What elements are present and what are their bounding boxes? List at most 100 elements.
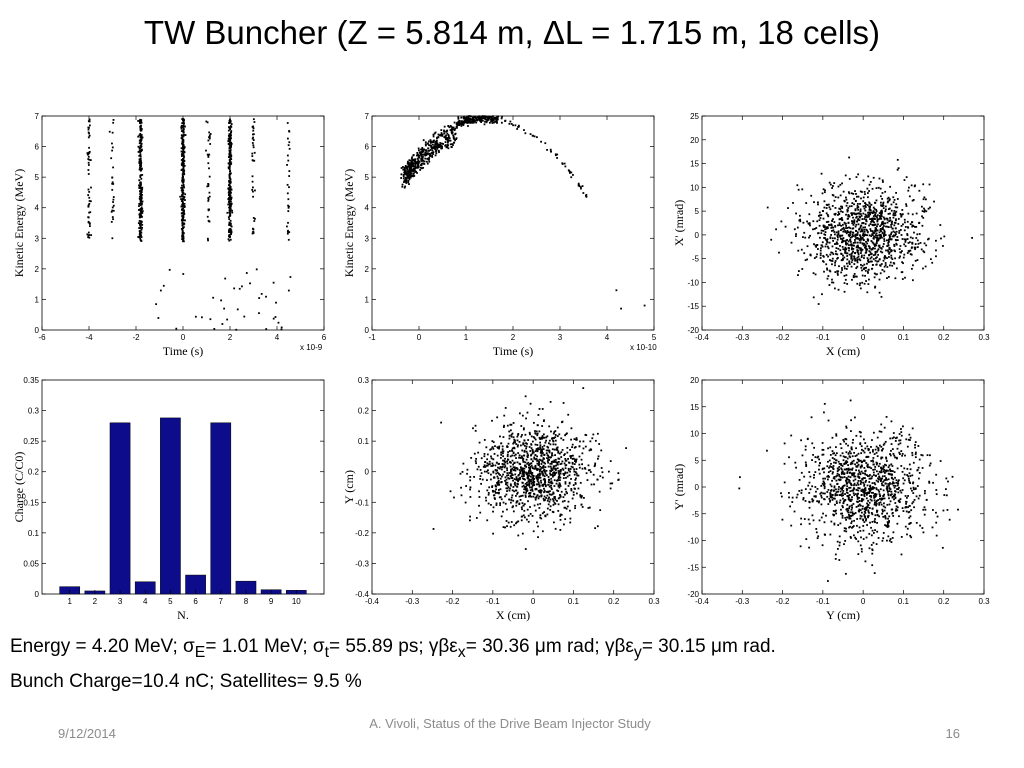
scatter-point [87,231,90,234]
scatter-point [549,462,552,465]
scatter-point [87,158,90,160]
scatter-point [182,181,185,184]
scatter-point [892,216,895,219]
scatter-point [831,219,834,222]
scatter-point [872,431,875,434]
scatter-point [881,456,884,459]
scatter-point [87,169,90,171]
scatter-point [914,446,916,449]
scatter-point [557,450,560,453]
scatter-point [138,160,141,163]
scatter-point [233,287,236,290]
scatter-point [592,433,595,436]
scatter-point [549,505,552,508]
scatter-point [435,141,438,144]
scatter-point [417,156,420,159]
scatter-point [912,225,915,227]
scatter-point [826,238,829,241]
scatter-point [429,144,432,147]
scatter-point [537,478,539,481]
scatter-point [911,241,914,244]
scatter-point [138,187,141,189]
scatter-point [530,480,533,483]
scatter-point [491,120,493,123]
scatter-point [526,481,528,484]
scatter-point [520,467,523,470]
scatter-point [589,440,592,443]
scatter-point [182,185,185,187]
scatter-point [553,437,555,439]
scatter-point [538,495,541,498]
scatter-point [539,469,542,471]
scatter-point [514,124,517,127]
scatter-point [140,231,143,234]
scatter-point [412,154,415,157]
scatter-point [138,209,140,211]
scatter-point [585,434,588,437]
scatter-point [878,444,881,447]
scatter-point [140,203,143,206]
scatter-point [521,532,524,535]
scatter-point [840,464,843,466]
scatter-point [833,485,836,488]
scatter-point [437,144,440,146]
scatter-point [561,500,564,503]
scatter-point [529,489,532,492]
scatter-point [534,438,537,441]
scatter-point [139,208,142,210]
scatter-point [872,449,874,451]
scatter-point [571,462,574,465]
scatter-point [477,451,480,454]
scatter-point [487,492,490,494]
scatter-point [252,228,255,231]
scatter-point [490,457,493,460]
scatter-point [538,473,541,475]
scatter-point [528,483,531,486]
scatter-point [877,244,880,247]
scatter-point [838,468,841,471]
scatter-point [492,441,495,444]
scatter-point [875,263,878,266]
scatter-point [430,151,433,154]
scatter-point [874,257,877,260]
scatter-point [535,448,538,451]
scatter-point [532,436,535,438]
scatter-point [909,223,912,226]
scatter-point [770,238,773,241]
scatter-point [252,136,255,139]
scatter-point [498,472,500,475]
scatter-point [910,253,913,256]
scatter-point [561,449,564,451]
scatter-point [795,212,797,215]
scatter-point [824,245,827,248]
scatter-point [570,176,573,179]
scatter-point [847,231,850,233]
x-tick-label: 8 [244,597,249,606]
scatter-point [860,230,863,232]
scatter-point [826,465,829,468]
scatter-point [894,234,897,237]
scatter-point [444,141,447,143]
scatter-point [867,516,869,519]
scatter-point [882,484,885,487]
scatter-point [530,486,533,489]
scatter-point [879,480,882,482]
scatter-point [863,495,866,498]
scatter-point [182,214,185,217]
scatter-point [848,261,851,264]
scatter-point [775,228,778,231]
scatter-point [540,517,543,520]
scatter-point [886,266,889,268]
scatter-point [906,474,909,476]
x-tick-label: -0.2 [776,333,790,342]
scatter-point [871,234,874,236]
scatter-point [559,513,562,516]
scatter-point [464,121,467,124]
scatter-point [864,193,866,196]
scatter-point [539,490,542,493]
scatter-point [228,159,231,161]
scatter-point [844,240,847,243]
scatter-point [428,150,430,152]
scatter-point [491,419,493,422]
scatter-point [287,206,290,209]
